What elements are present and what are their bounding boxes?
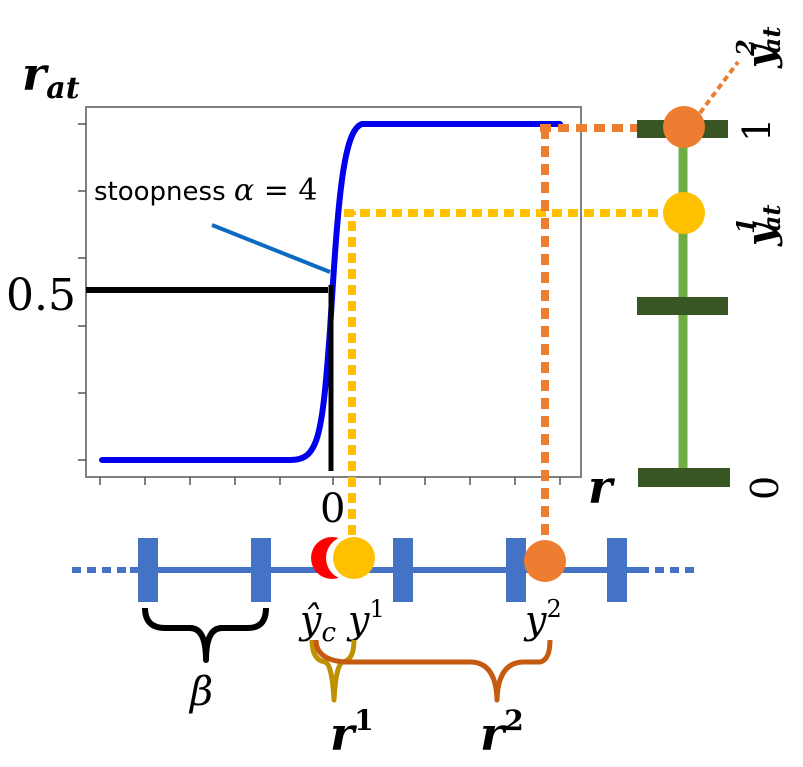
y2-label-pointer [700,62,738,113]
right-scale-bottom-tick [638,468,730,487]
beta-label: β [188,669,213,715]
half-level-label: 0.5 [6,270,76,321]
right-scale-bottom-label: 0 [743,476,787,500]
y1-point [333,537,375,579]
y1-at-point [663,192,705,234]
plot-y-ticks [78,124,86,460]
y1-label: y1 [346,595,385,642]
zero-label: 0 [320,486,345,532]
plot-x-axis-label: r [588,460,616,514]
right-scale-mid-tick [637,297,728,315]
plot-x-ticks [100,477,560,485]
y1-at-label: y1at [731,205,786,247]
r1-label: r1 [330,704,374,761]
y2-at-label: y2at [731,27,786,69]
y2-at-point [663,106,705,148]
annotation-pointer [212,225,330,272]
stoopness-annotation: stoopness α = 4 [94,173,317,208]
y2-label: y2 [523,595,562,642]
y1-projection [344,211,672,535]
plot-y-axis-label: rat [22,47,80,106]
right-scale-top-label: 1 [735,118,779,142]
r2-label: r2 [480,704,524,761]
y2-point [524,540,566,582]
beta-brace [145,608,266,660]
